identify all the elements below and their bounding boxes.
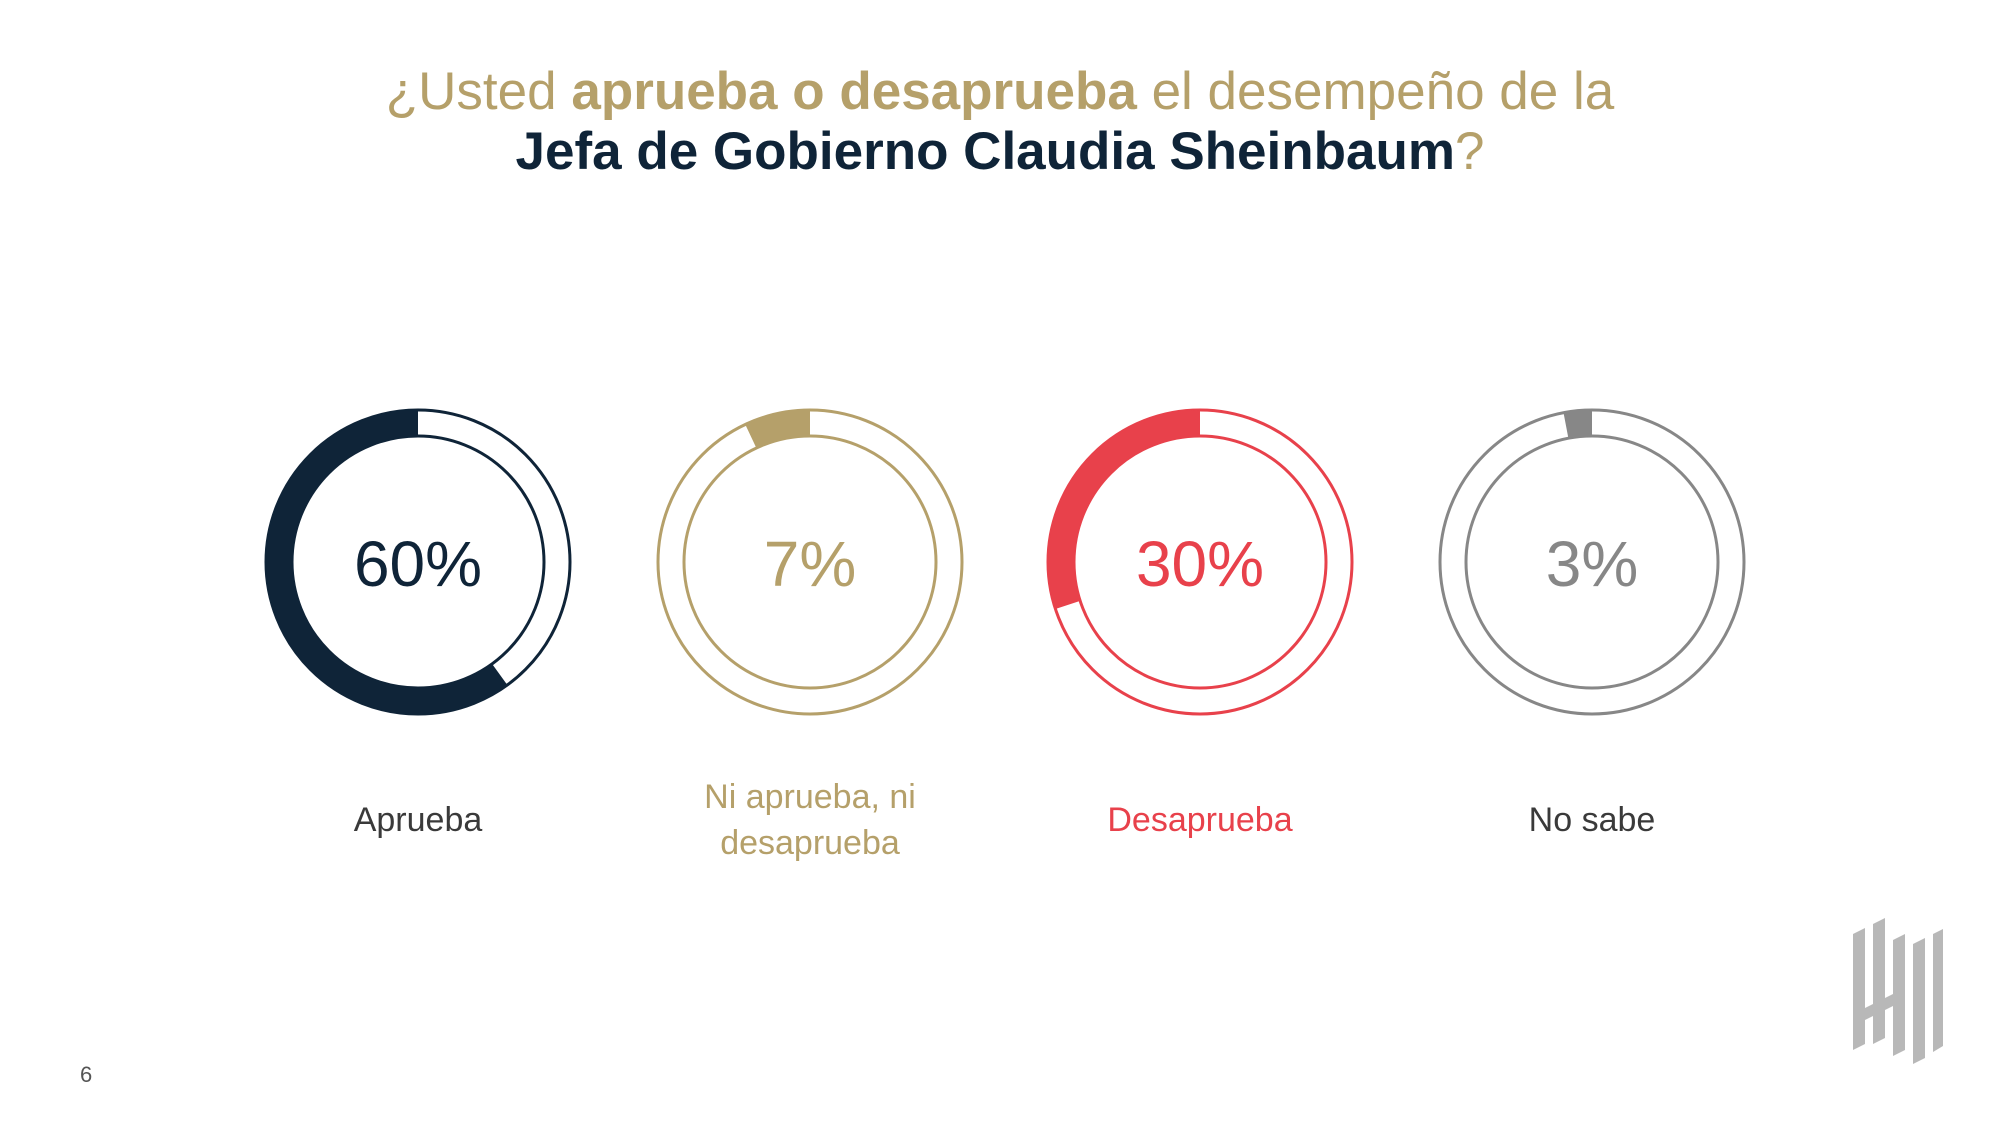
donut-category-label: No sabe: [1528, 801, 1656, 839]
title-subject: Jefa de Gobierno Claudia Sheinbaum: [515, 122, 1455, 181]
chart-title: ¿Usted aprueba o desaprueba el desempeño…: [0, 62, 2000, 182]
title-part: el desempeño de la: [1136, 62, 1615, 121]
donut-segment: [745, 410, 811, 449]
donut-value-label: 3%: [1546, 528, 1639, 600]
donut-value-label: 60%: [354, 528, 482, 600]
label-line: Ni aprueba, ni: [704, 778, 916, 816]
donut-1: 60%: [264, 408, 572, 716]
title-emphasis: aprueba o desaprueba: [571, 62, 1137, 121]
title-part: ¿Usted: [385, 62, 572, 121]
title-line-2: Jefa de Gobierno Claudia Sheinbaum?: [0, 122, 2000, 182]
donut-category-label: Desaprueba: [1107, 801, 1293, 839]
donut-value-label: 30%: [1136, 528, 1264, 600]
donut-category-label: Aprueba: [353, 801, 483, 839]
donut-segment: [1048, 410, 1201, 609]
title-question-mark: ?: [1454, 122, 1485, 181]
title-line-1: ¿Usted aprueba o desaprueba el desempeño…: [0, 62, 2000, 122]
donut-segment: [1563, 410, 1593, 439]
page-number: 6: [80, 1062, 93, 1087]
donut-2: 7%: [656, 408, 964, 716]
donut-4: 3%: [1438, 408, 1746, 716]
label-line: desaprueba: [720, 824, 900, 862]
donut-value-label: 7%: [764, 528, 857, 600]
donut-category-label: Ni aprueba, ni desaprueba: [600, 774, 1020, 866]
donut-segment: [266, 410, 508, 714]
donut-3: 30%: [1046, 408, 1354, 716]
brand-logo-icon: [1853, 918, 1943, 1064]
